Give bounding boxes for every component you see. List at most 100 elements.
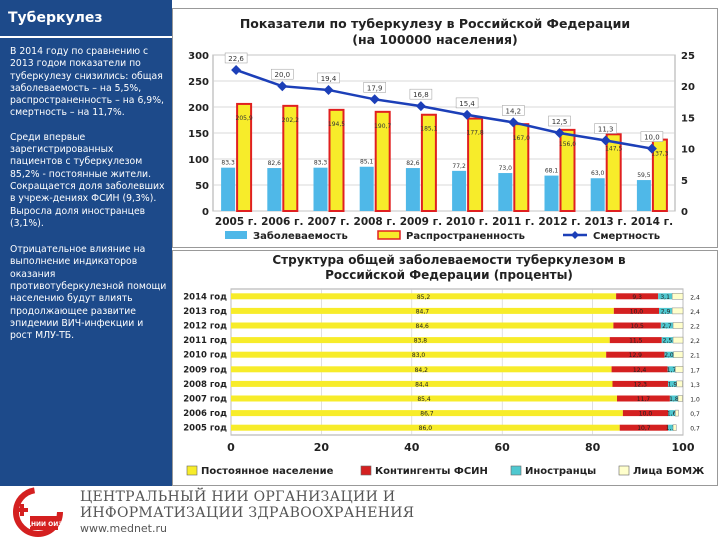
left-tick-label: 250: [188, 77, 209, 88]
prevalence-bar: [420, 113, 437, 212]
incidence-label: 83,3: [221, 160, 235, 167]
segment-2: [659, 307, 673, 314]
incidence-label: 63,0: [591, 170, 605, 177]
legend-label: Иностранцы: [525, 466, 596, 477]
mortality-point: [554, 128, 565, 138]
prevalence-label: 185,1: [420, 126, 437, 133]
mortality-label-box: [594, 123, 617, 134]
year-label: 2006 год: [183, 409, 227, 419]
legend-label-mortality: Смертность: [593, 231, 660, 242]
mortality-label: 14,2: [506, 107, 522, 115]
segment-3: [676, 380, 683, 388]
sidebar-paragraph-2: Среди впервые зарегистрированных пациент…: [10, 131, 165, 229]
segment-1: [612, 380, 669, 387]
legend-swatch-incidence: [225, 231, 247, 239]
incidence-bar: [452, 170, 467, 211]
homeless-label: 2,1: [690, 353, 700, 360]
segment-label: 83,8: [414, 338, 428, 345]
segment-0: [231, 410, 623, 417]
incidence-label: 83,3: [314, 160, 328, 167]
left-tick-label: 50: [195, 181, 209, 192]
year-tick-label: 2012 г.: [538, 216, 580, 228]
segment-label: 1,6: [667, 411, 677, 418]
segment-label: 84,7: [416, 308, 430, 315]
prevalence-label: 167,0: [513, 135, 530, 142]
left-tick-label: 0: [202, 207, 209, 218]
right-tick-label: 15: [681, 113, 695, 124]
mortality-point: [508, 117, 519, 128]
segment-label: 1,8: [669, 396, 679, 403]
segment-label: 84,6: [416, 323, 430, 330]
right-tick-label: 25: [681, 51, 695, 62]
prevalence-label: 177,8: [467, 130, 484, 137]
segment-1: [606, 351, 665, 358]
year-tick-label: 2009 г.: [400, 216, 442, 228]
mortality-label: 10,0: [644, 134, 660, 142]
mortality-label-box: [409, 88, 433, 100]
year-tick-label: 2014 г.: [631, 216, 673, 228]
segment-label: 12,4: [633, 367, 647, 374]
mortality-label: 17,9: [367, 84, 383, 92]
morbidity-structure-chart: Структура общей заболеваемости туберкуле…: [183, 253, 705, 477]
segment-2: [661, 337, 674, 344]
homeless-label: 0,7: [690, 411, 700, 418]
segment-0: [231, 337, 610, 344]
segment-label: 86,0: [419, 425, 433, 432]
segment-label: 11,7: [637, 396, 651, 403]
year-label: 2013 год: [183, 307, 227, 317]
year-label: 2014 год: [183, 292, 227, 302]
sidebar-paragraph-3: Отрицательное влияние на выполнение инди…: [10, 244, 167, 342]
segment-label: 2,9: [661, 308, 671, 315]
org-name-line-1: ЦЕНТРАЛЬНЫЙ НИИ ОРГАНИЗАЦИИ И: [80, 489, 396, 505]
prevalence-label: 202,2: [282, 117, 299, 124]
chart-title-line-2: Российской Федерации (проценты): [325, 268, 573, 282]
mortality-label-box: [640, 131, 664, 142]
mortality-label-box: [502, 105, 525, 116]
legend-label-incidence: Заболеваемость: [253, 230, 348, 242]
segment-label: 10,7: [637, 425, 651, 432]
incidence-bar: [267, 168, 282, 211]
chart-title-line-1: Структура общей заболеваемости туберкуле…: [272, 253, 626, 267]
prevalence-bar: [467, 117, 484, 212]
homeless-label: 2,4: [690, 294, 700, 301]
left-tick-label: 150: [188, 129, 209, 140]
segment-label: 1,7: [667, 367, 677, 374]
mortality-label-box: [548, 115, 571, 127]
segment-label: 11,5: [629, 338, 643, 345]
org-url: www.mednet.ru: [80, 522, 167, 535]
segment-0: [231, 307, 614, 314]
mortality-point: [231, 64, 242, 75]
mortality-label: 20,0: [275, 71, 291, 79]
right-tick-label: 5: [681, 176, 688, 187]
year-label: 2011 год: [183, 336, 227, 346]
incidence-bar: [221, 167, 236, 211]
mortality-label: 12,5: [552, 118, 568, 126]
x-tick-label: 100: [672, 441, 695, 454]
year-label: 2005 год: [183, 424, 227, 434]
mortality-label: 16,8: [413, 91, 429, 99]
legend-marker-mortality: [571, 231, 579, 239]
segment-1: [617, 395, 670, 402]
sidebar: Туберкулез В 2014 году по сравнению с 20…: [0, 0, 172, 486]
segment-label: 12,9: [629, 352, 643, 359]
prevalence-bar: [328, 108, 345, 212]
incidence-label: 82,6: [406, 160, 420, 167]
segment-3: [677, 395, 683, 402]
incidence-label: 73,0: [499, 165, 513, 172]
segment-1: [613, 307, 660, 314]
x-tick-label: 60: [495, 441, 511, 454]
mortality-label: 22,6: [228, 55, 244, 63]
legend-label: Постоянное население: [201, 466, 334, 477]
incidence-bar: [359, 166, 374, 211]
segment-label: 2,0: [664, 352, 674, 359]
segment-0: [231, 293, 617, 300]
mortality-label-box: [224, 52, 248, 64]
segment-2: [667, 366, 676, 373]
prevalence-label: 137,3: [651, 151, 668, 158]
mortality-point: [277, 81, 288, 92]
segment-label: 85,4: [417, 396, 431, 403]
homeless-label: 2,4: [690, 309, 700, 316]
x-tick-label: 80: [585, 441, 601, 454]
segment-2: [668, 380, 677, 387]
incidence-label: 68,1: [545, 168, 559, 175]
